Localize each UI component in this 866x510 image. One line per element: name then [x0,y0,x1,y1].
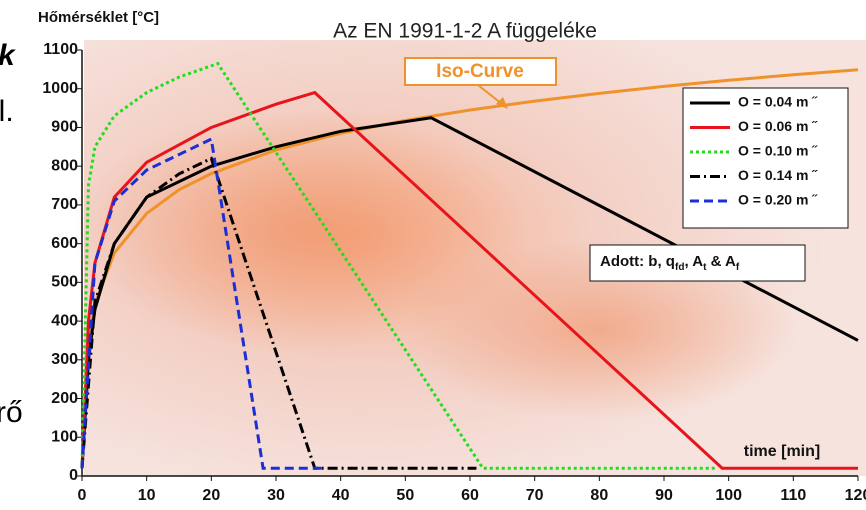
x-tick-label: 20 [202,487,220,504]
slide-fragment: ol. [0,95,14,128]
y-tick-label: 1000 [42,80,78,97]
note-subscript: fd [675,262,684,273]
legend-label: O = 0.06 m ˝ [738,118,818,134]
slide-fragment: rő [0,396,23,429]
legend-label: O = 0.14 m ˝ [738,167,818,183]
y-tick-label: 400 [51,312,78,329]
y-tick-label: 0 [69,467,78,484]
note-text: , A [684,253,703,270]
x-tick-label: 80 [590,487,608,504]
legend-label: O = 0.10 m ˝ [738,143,818,159]
x-tick-label: 70 [526,487,544,504]
y-tick-label: 500 [51,274,78,291]
legend-label: O = 0.20 m ˝ [738,192,818,208]
y-tick-label: 300 [51,351,78,368]
chart: k ol. rő Hőmérséklet [°C] Az EN 1991-1-2… [0,0,866,510]
x-tick-label: 30 [267,487,285,504]
x-tick-label: 40 [332,487,350,504]
x-axis-label: time [min] [744,443,820,460]
y-tick-label: 1100 [43,41,78,58]
note-text: & A [706,253,736,270]
x-tick-label: 120 [845,487,866,504]
y-tick-label: 700 [51,196,78,213]
x-tick-label: 60 [461,487,479,504]
x-tick-label: 50 [396,487,414,504]
y-tick-label: 200 [51,390,78,407]
x-tick-label: 10 [138,487,156,504]
y-tick-label: 600 [51,235,78,252]
x-tick-label: 100 [715,487,742,504]
x-tick-label: 90 [655,487,673,504]
x-tick-label: 110 [780,487,806,504]
y-axis-label: Hőmérséklet [°C] [38,9,159,26]
annotation: Iso-Curve [436,61,524,82]
y-tick-label: 800 [51,157,78,174]
note: Adott: b, qfd, At & Af [600,253,740,273]
y-tick-label: 900 [51,119,78,136]
x-tick-label: 0 [78,487,87,504]
chart-title: Az EN 1991-1-2 A függeléke [333,20,597,43]
y-tick-label: 100 [51,428,78,445]
slide-fragment: k [0,39,16,72]
note-text: Adott: b, q [600,253,675,270]
legend-label: O = 0.04 m ˝ [738,94,818,110]
